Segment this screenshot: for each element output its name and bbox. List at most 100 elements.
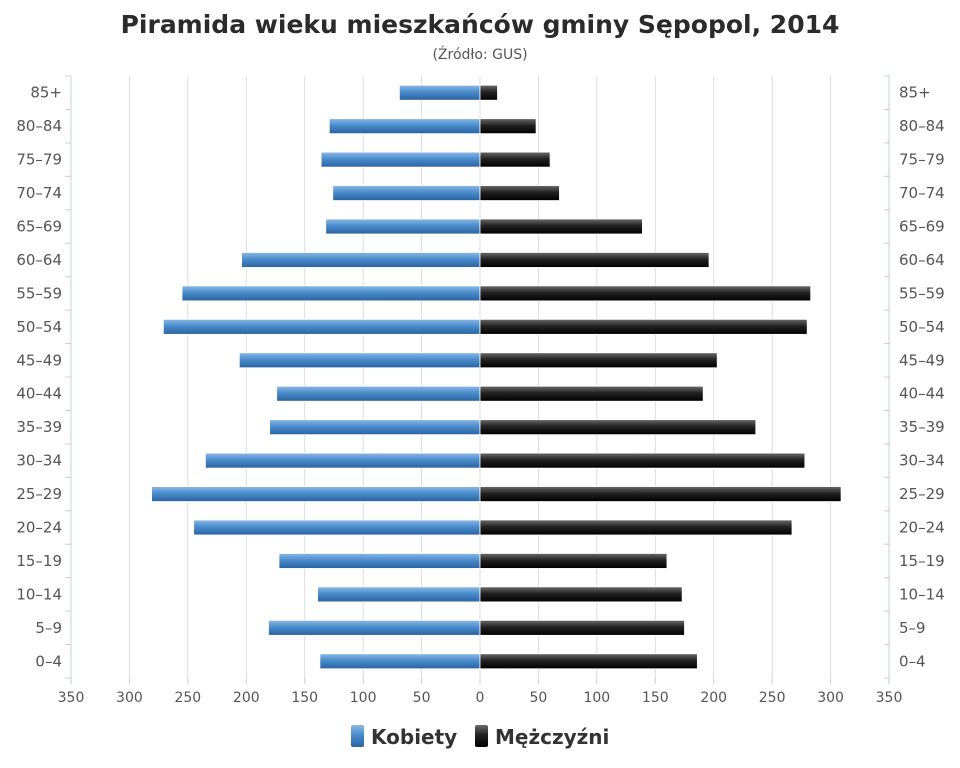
bar-mezczyzni[interactable]	[479, 419, 757, 436]
category-label-left: 75–79	[16, 151, 62, 169]
category-label-left: 80–84	[16, 117, 62, 135]
bar-kobiety[interactable]	[332, 185, 481, 201]
bar-kobiety[interactable]	[278, 553, 481, 569]
bar-mezczyzni[interactable]	[479, 586, 683, 603]
category-label-right: 70–74	[899, 184, 945, 202]
x-tick-label: 150	[642, 690, 669, 706]
bar-kobiety[interactable]	[398, 84, 481, 101]
category-label-right: 25–29	[899, 485, 945, 503]
bar-mezczyzni[interactable]	[479, 218, 643, 235]
bar-mezczyzni[interactable]	[479, 285, 812, 302]
category-label-left: 40–44	[16, 385, 62, 403]
x-tick-labels: 350 300 250 200 150 100 50 0 50 100 150 200 250 300 35…	[58, 690, 903, 706]
x-tick-label: 150	[291, 690, 318, 706]
legend-swatch-kobiety[interactable]	[351, 725, 364, 747]
bar-kobiety[interactable]	[241, 252, 481, 268]
bar-mezczyzni[interactable]	[479, 619, 685, 636]
category-label-left: 30–34	[16, 452, 62, 470]
category-label-left: 25–29	[16, 485, 62, 503]
legend-swatch-mezczyzni[interactable]	[475, 725, 488, 747]
x-tick-label: 250	[759, 690, 786, 706]
bar-mezczyzni[interactable]	[479, 553, 668, 569]
bar-kobiety[interactable]	[325, 218, 481, 235]
bar-mezczyzni[interactable]	[479, 84, 498, 101]
x-tick-label: 300	[817, 690, 844, 706]
category-label-left: 5–9	[35, 619, 62, 637]
bar-kobiety[interactable]	[320, 151, 481, 168]
category-label-right: 40–44	[899, 385, 945, 403]
bar-kobiety[interactable]	[319, 653, 481, 670]
bar-mezczyzni[interactable]	[479, 118, 537, 135]
bar-mezczyzni[interactable]	[479, 385, 704, 402]
bar-kobiety[interactable]	[268, 619, 481, 636]
x-tick-label: 50	[413, 690, 431, 706]
x-tick-label: 300	[116, 690, 143, 706]
category-label-right: 55–59	[899, 284, 945, 302]
bar-mezczyzni[interactable]	[479, 352, 718, 369]
bar-kobiety[interactable]	[238, 352, 481, 369]
category-label-right: 80–84	[899, 117, 945, 135]
x-tick-label: 100	[350, 690, 377, 706]
x-tick-label: 200	[700, 690, 727, 706]
category-label-left: 0–4	[35, 652, 62, 670]
category-label-right: 75–79	[899, 151, 945, 169]
bar-kobiety[interactable]	[181, 285, 481, 302]
grid-lines	[70, 76, 890, 678]
axes	[65, 75, 890, 684]
bar-mezczyzni[interactable]	[479, 452, 806, 469]
category-label-right: 5–9	[899, 619, 926, 637]
category-label-right: 15–19	[899, 552, 945, 570]
bars	[151, 84, 842, 670]
bar-kobiety[interactable]	[276, 385, 481, 402]
category-label-right: 35–39	[899, 418, 945, 436]
bar-kobiety[interactable]	[328, 118, 481, 135]
bar-kobiety[interactable]	[151, 486, 481, 502]
bar-kobiety[interactable]	[204, 452, 481, 469]
legend-label-kobiety[interactable]: Kobiety	[371, 725, 457, 749]
category-label-left: 85+	[30, 84, 62, 102]
category-label-right: 45–49	[899, 351, 945, 369]
category-label-right: 10–14	[899, 585, 945, 603]
category-label-left: 50–54	[16, 318, 62, 336]
category-label-left: 20–24	[16, 519, 62, 537]
category-label-left: 65–69	[16, 218, 62, 236]
x-tick-label: 100	[583, 690, 610, 706]
category-label-left: 60–64	[16, 251, 62, 269]
category-label-left: 10–14	[16, 585, 62, 603]
x-tick-label: 200	[233, 690, 260, 706]
category-label-right: 50–54	[899, 318, 945, 336]
bar-kobiety[interactable]	[269, 419, 481, 436]
x-tick-label: 250	[174, 690, 201, 706]
category-label-left: 45–49	[16, 351, 62, 369]
legend[interactable]: Kobiety Mężczyźni	[351, 725, 609, 749]
category-labels: 85+ 85+ 80–84 80–84 75–79 75–79 70–74 70–74 65–6…	[16, 84, 944, 671]
bar-mezczyzni[interactable]	[479, 151, 551, 168]
legend-label-mezczyzni[interactable]: Mężczyźni	[495, 725, 609, 749]
chart-title: Piramida wieku mieszkańców gminy Sępopol…	[121, 10, 840, 39]
x-tick-label: 50	[530, 690, 548, 706]
category-label-right: 60–64	[899, 251, 945, 269]
x-tick-label: 350	[58, 690, 85, 706]
category-label-left: 15–19	[16, 552, 62, 570]
bar-mezczyzni[interactable]	[479, 486, 842, 502]
category-label-right: 65–69	[899, 218, 945, 236]
x-tick-label: 0	[476, 690, 485, 706]
category-label-right: 0–4	[899, 652, 926, 670]
bar-kobiety[interactable]	[193, 519, 481, 536]
bar-kobiety[interactable]	[317, 586, 481, 603]
chart-subtitle: (Źródło: GUS)	[432, 45, 527, 63]
bar-mezczyzni[interactable]	[479, 252, 710, 268]
category-label-left: 70–74	[16, 184, 62, 202]
x-tick-label: 350	[876, 690, 903, 706]
category-label-left: 35–39	[16, 418, 62, 436]
category-label-right: 20–24	[899, 519, 945, 537]
category-label-right: 85+	[899, 84, 931, 102]
bar-mezczyzni[interactable]	[479, 185, 560, 201]
bar-kobiety[interactable]	[162, 318, 481, 335]
category-label-right: 30–34	[899, 452, 945, 470]
category-label-left: 55–59	[16, 284, 62, 302]
bar-mezczyzni[interactable]	[479, 318, 808, 335]
bar-mezczyzni[interactable]	[479, 519, 793, 536]
bar-mezczyzni[interactable]	[479, 653, 698, 670]
